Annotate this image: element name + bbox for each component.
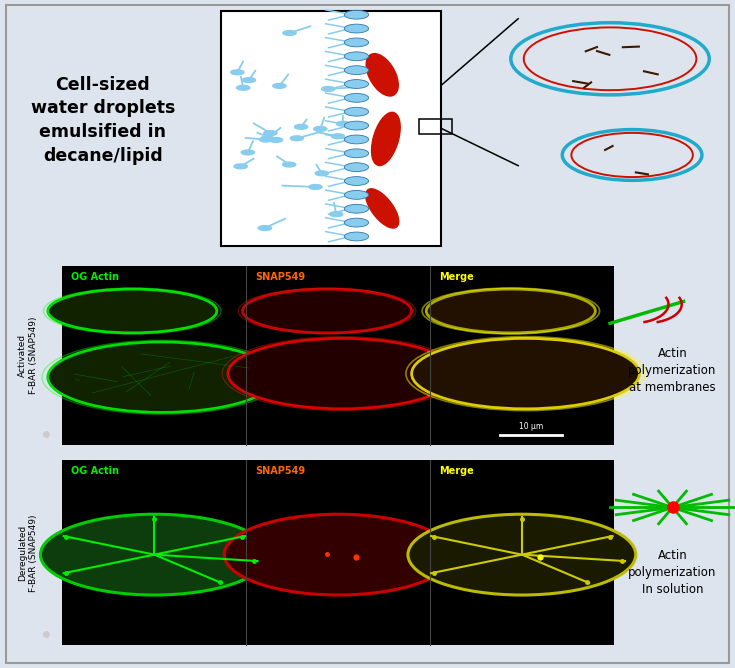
Text: 10 μm: 10 μm xyxy=(519,422,542,431)
Circle shape xyxy=(309,184,322,189)
Ellipse shape xyxy=(228,339,456,409)
FancyBboxPatch shape xyxy=(62,460,614,645)
Ellipse shape xyxy=(366,189,398,228)
Circle shape xyxy=(231,70,244,75)
Text: Cell-sized
water droplets
emulsified in
decane/lipid: Cell-sized water droplets emulsified in … xyxy=(31,76,175,164)
Ellipse shape xyxy=(426,289,595,333)
Circle shape xyxy=(315,171,329,176)
Circle shape xyxy=(273,84,286,88)
Circle shape xyxy=(344,149,368,158)
Circle shape xyxy=(344,94,368,102)
Circle shape xyxy=(290,136,304,141)
Ellipse shape xyxy=(372,112,400,166)
Circle shape xyxy=(261,136,274,141)
Circle shape xyxy=(283,31,296,35)
Circle shape xyxy=(344,108,368,116)
Circle shape xyxy=(322,87,335,92)
Circle shape xyxy=(344,218,368,227)
Circle shape xyxy=(282,162,295,167)
Circle shape xyxy=(344,10,368,19)
Circle shape xyxy=(314,126,327,132)
Ellipse shape xyxy=(412,339,639,409)
Circle shape xyxy=(344,163,368,172)
Text: Actin
polymerization
at membranes: Actin polymerization at membranes xyxy=(628,347,717,394)
Circle shape xyxy=(344,232,368,241)
FancyBboxPatch shape xyxy=(62,267,614,445)
Text: Merge: Merge xyxy=(439,272,473,281)
Text: SNAP549: SNAP549 xyxy=(255,272,305,281)
Circle shape xyxy=(344,135,368,144)
Circle shape xyxy=(344,121,368,130)
Text: Actin
polymerization
In solution: Actin polymerization In solution xyxy=(628,549,717,596)
Circle shape xyxy=(234,164,247,169)
Text: SNAP549: SNAP549 xyxy=(255,466,305,476)
Circle shape xyxy=(344,190,368,199)
Circle shape xyxy=(270,138,283,142)
Circle shape xyxy=(344,52,368,61)
Circle shape xyxy=(337,122,350,126)
Circle shape xyxy=(237,86,250,90)
Circle shape xyxy=(329,212,343,216)
Ellipse shape xyxy=(243,289,412,333)
Circle shape xyxy=(259,137,273,142)
Circle shape xyxy=(241,150,254,155)
Circle shape xyxy=(344,204,368,213)
Circle shape xyxy=(344,79,368,88)
Circle shape xyxy=(344,38,368,47)
Ellipse shape xyxy=(48,289,217,333)
Circle shape xyxy=(331,134,345,139)
FancyBboxPatch shape xyxy=(220,11,441,246)
Ellipse shape xyxy=(40,514,268,595)
Circle shape xyxy=(344,176,368,186)
Circle shape xyxy=(243,77,256,82)
Circle shape xyxy=(295,124,308,129)
Text: OG Actin: OG Actin xyxy=(71,466,119,476)
Text: OG Actin: OG Actin xyxy=(71,272,119,281)
Circle shape xyxy=(344,24,368,33)
Circle shape xyxy=(264,131,277,136)
Text: Activated
F-BAR (SNAP549): Activated F-BAR (SNAP549) xyxy=(18,317,38,395)
Ellipse shape xyxy=(408,514,636,595)
Circle shape xyxy=(258,226,271,230)
Ellipse shape xyxy=(224,514,452,595)
Text: Deregulated
F-BAR (SNAP549): Deregulated F-BAR (SNAP549) xyxy=(18,514,38,592)
Circle shape xyxy=(344,65,368,75)
Ellipse shape xyxy=(48,342,276,412)
Text: Merge: Merge xyxy=(439,466,473,476)
Ellipse shape xyxy=(366,53,398,96)
